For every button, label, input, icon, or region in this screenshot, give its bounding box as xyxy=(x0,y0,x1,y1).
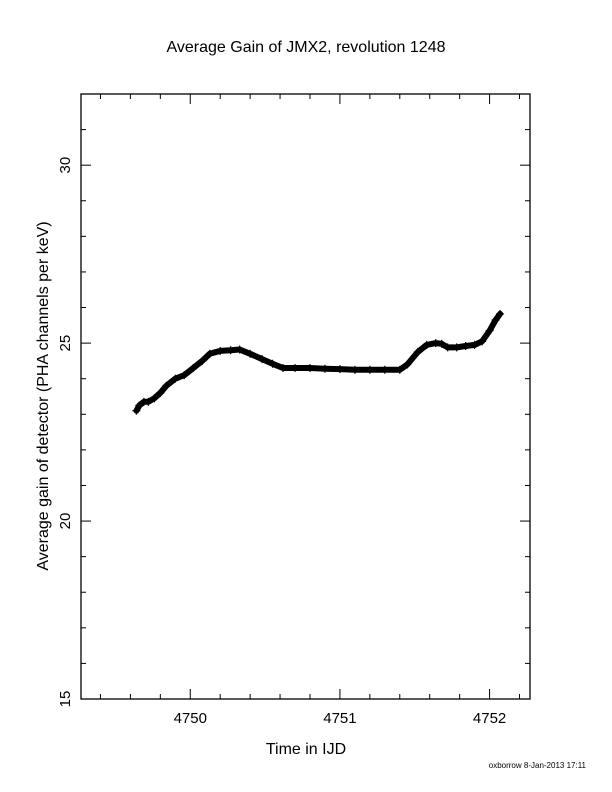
data-point xyxy=(291,364,300,373)
x-tick-label: 4751 xyxy=(323,710,356,727)
data-point xyxy=(132,406,141,415)
data-point xyxy=(180,371,189,380)
data-point xyxy=(189,364,198,373)
data-point xyxy=(437,339,446,348)
data-point xyxy=(365,365,374,374)
x-tick-label: 4750 xyxy=(174,710,207,727)
data-point xyxy=(395,365,404,374)
data-point xyxy=(205,349,214,358)
y-tick-label: 20 xyxy=(57,513,74,530)
data-point xyxy=(279,364,288,373)
series-band xyxy=(133,310,504,414)
data-point xyxy=(496,309,505,318)
plot-frame xyxy=(80,93,531,700)
data-point xyxy=(470,340,479,349)
data-point xyxy=(491,315,500,324)
data-point xyxy=(246,349,255,358)
data-point xyxy=(485,326,494,335)
axis-tick-labels: 4750 4751 4752 15 20 25 30 xyxy=(57,157,506,727)
data-point xyxy=(235,345,244,354)
data-series xyxy=(132,309,505,415)
data-point xyxy=(335,365,344,374)
data-point xyxy=(198,356,207,365)
data-point xyxy=(452,343,461,352)
data-point xyxy=(162,381,171,390)
data-point xyxy=(135,401,144,410)
x-tick-label: 4752 xyxy=(473,710,506,727)
data-point xyxy=(268,359,277,368)
y-axis-label: Average gain of detector (PHA channels p… xyxy=(35,221,52,570)
data-point xyxy=(305,364,314,373)
data-point xyxy=(350,365,359,374)
chart-title: Average Gain of JMX2, revolution 1248 xyxy=(167,39,446,56)
data-point xyxy=(216,346,225,355)
data-point xyxy=(403,360,412,369)
data-point xyxy=(443,343,452,352)
data-point xyxy=(258,355,267,364)
data-point xyxy=(320,364,329,373)
footer-stamp: oxborrow 8-Jan-2013 17:11 xyxy=(489,761,587,770)
y-tick-label: 30 xyxy=(57,157,74,174)
data-point xyxy=(422,340,431,349)
data-point xyxy=(413,348,422,357)
x-axis-label: Time in IJD xyxy=(266,741,346,758)
data-point xyxy=(461,341,470,350)
data-point xyxy=(431,339,440,348)
data-point xyxy=(380,365,389,374)
data-point xyxy=(150,394,159,403)
y-tick-label: 15 xyxy=(57,691,74,708)
data-point xyxy=(478,337,487,346)
y-tick-label: 25 xyxy=(57,335,74,352)
data-point xyxy=(171,374,180,383)
axis-ticks xyxy=(81,93,530,700)
data-point xyxy=(226,346,235,355)
data-point xyxy=(144,397,153,406)
data-point xyxy=(156,388,165,397)
